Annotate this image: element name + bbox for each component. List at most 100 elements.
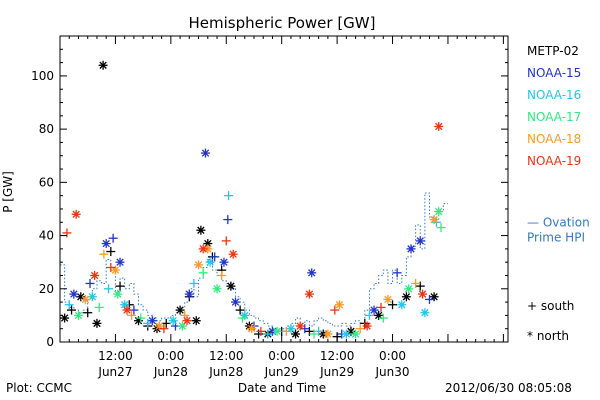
- data-point-north: [383, 294, 393, 304]
- data-point-south: [330, 305, 340, 315]
- data-point-north: [80, 294, 90, 304]
- data-point-north: [219, 257, 229, 267]
- legend-entry: NOAA-19: [527, 154, 581, 168]
- data-point-south: [99, 249, 109, 259]
- data-point-north: [404, 284, 414, 294]
- data-point-north: [415, 236, 425, 246]
- data-point-south: [85, 278, 95, 288]
- x-tick-time-label: 12:00: [320, 349, 355, 363]
- data-point-south: [161, 318, 171, 328]
- legend: METP-02 NOAA-15 NOAA-16 NOAA-17 NOAA-18 NOAA-…: [527, 44, 590, 343]
- data-point-north: [87, 292, 97, 302]
- data-point-north: [231, 297, 241, 307]
- y-tick-label: 0: [46, 335, 54, 349]
- data-point-south: [64, 300, 74, 310]
- legend-entry: NOAA-15: [527, 66, 581, 80]
- data-point-north: [247, 324, 257, 334]
- data-point-south: [378, 313, 388, 323]
- data-point-south: [189, 278, 199, 288]
- x-tick-date-label: Jun27: [97, 365, 132, 379]
- data-point-north: [304, 289, 314, 299]
- data-point-north: [334, 300, 344, 310]
- data-point-north: [212, 284, 222, 294]
- data-point-south: [136, 313, 146, 323]
- data-point-north: [90, 270, 100, 280]
- data-point-north: [175, 305, 185, 315]
- data-point-south: [143, 318, 153, 328]
- plot-frame: [59, 35, 509, 343]
- data-point-north: [429, 215, 439, 225]
- data-point-north: [341, 329, 351, 339]
- data-point-south: [198, 268, 208, 278]
- x-tick-time-label: 0:00: [379, 349, 406, 363]
- data-points: [60, 60, 446, 342]
- data-point-north: [205, 257, 215, 267]
- legend-entry: METP-02: [527, 44, 579, 58]
- data-point-north: [115, 257, 125, 267]
- data-point-south: [388, 300, 398, 310]
- y-tick-label: 20: [39, 282, 54, 296]
- data-point-north: [401, 292, 411, 302]
- plot-timestamp: 2012/06/30 08:05:08: [445, 381, 572, 395]
- data-point-north: [191, 316, 201, 326]
- data-point-north: [71, 209, 81, 219]
- data-point-south: [376, 302, 386, 312]
- data-point-north: [198, 244, 208, 254]
- data-point-south: [355, 324, 365, 334]
- ovation-step-line: [60, 192, 448, 330]
- data-point-north: [98, 60, 108, 70]
- data-point-south: [67, 305, 77, 315]
- data-point-north: [434, 121, 444, 131]
- x-tick-time-label: 0:00: [268, 349, 295, 363]
- data-point-south: [210, 252, 220, 262]
- data-point-north: [200, 148, 210, 158]
- data-point-south: [364, 310, 374, 320]
- data-point-north: [168, 316, 178, 326]
- data-point-north: [362, 321, 372, 331]
- data-point-north: [418, 289, 428, 299]
- y-tick-label: 100: [31, 69, 54, 83]
- data-point-north: [397, 300, 407, 310]
- x-tick-date-label: Jun28: [153, 365, 188, 379]
- data-point-north: [272, 326, 282, 336]
- data-point-south: [300, 324, 310, 334]
- x-tick-time-label: 12:00: [98, 349, 133, 363]
- data-point-south: [263, 329, 273, 339]
- data-point-south: [392, 268, 402, 278]
- marker-legend-north: * north: [527, 329, 569, 343]
- data-point-north: [184, 289, 194, 299]
- axes: 0 20 40 60 80 100 12:00 Jun27 0:00 Jun28 12:00 Jun2…: [31, 35, 509, 379]
- data-point-north: [369, 305, 379, 315]
- ovation-legend-label: Prime HPI: [527, 230, 585, 244]
- data-point-south: [221, 236, 231, 246]
- x-tick-date-label: Jun28: [208, 365, 243, 379]
- x-axis-label: Date and Time: [238, 381, 326, 395]
- data-point-south: [223, 215, 233, 225]
- data-point-south: [103, 284, 113, 294]
- y-axis-label: P [GW]: [1, 171, 15, 213]
- data-point-north: [420, 308, 430, 318]
- data-point-north: [323, 329, 333, 339]
- plot-credit: Plot: CCMC: [6, 381, 72, 395]
- data-point-north: [69, 289, 79, 299]
- x-tick-time-label: 0:00: [157, 349, 184, 363]
- data-point-north: [228, 249, 238, 259]
- chart-title: Hemispheric Power [GW]: [189, 14, 376, 32]
- x-tick-date-label: Jun29: [264, 365, 299, 379]
- data-point-south: [424, 294, 434, 304]
- data-point-south: [108, 233, 118, 243]
- y-tick-label: 40: [39, 229, 54, 243]
- data-point-north: [351, 329, 361, 339]
- data-point-south: [235, 305, 245, 315]
- ovation-series: [60, 192, 448, 330]
- data-point-south: [256, 326, 266, 336]
- data-point-south: [314, 326, 324, 336]
- data-point-south: [83, 308, 93, 318]
- data-point-south: [217, 270, 227, 280]
- marker-legend-south: + south: [527, 299, 574, 313]
- x-tick-date-label: Jun29: [319, 365, 354, 379]
- data-point-south: [309, 329, 319, 339]
- y-tick-label: 80: [39, 122, 54, 136]
- x-tick-time-label: 12:00: [209, 349, 244, 363]
